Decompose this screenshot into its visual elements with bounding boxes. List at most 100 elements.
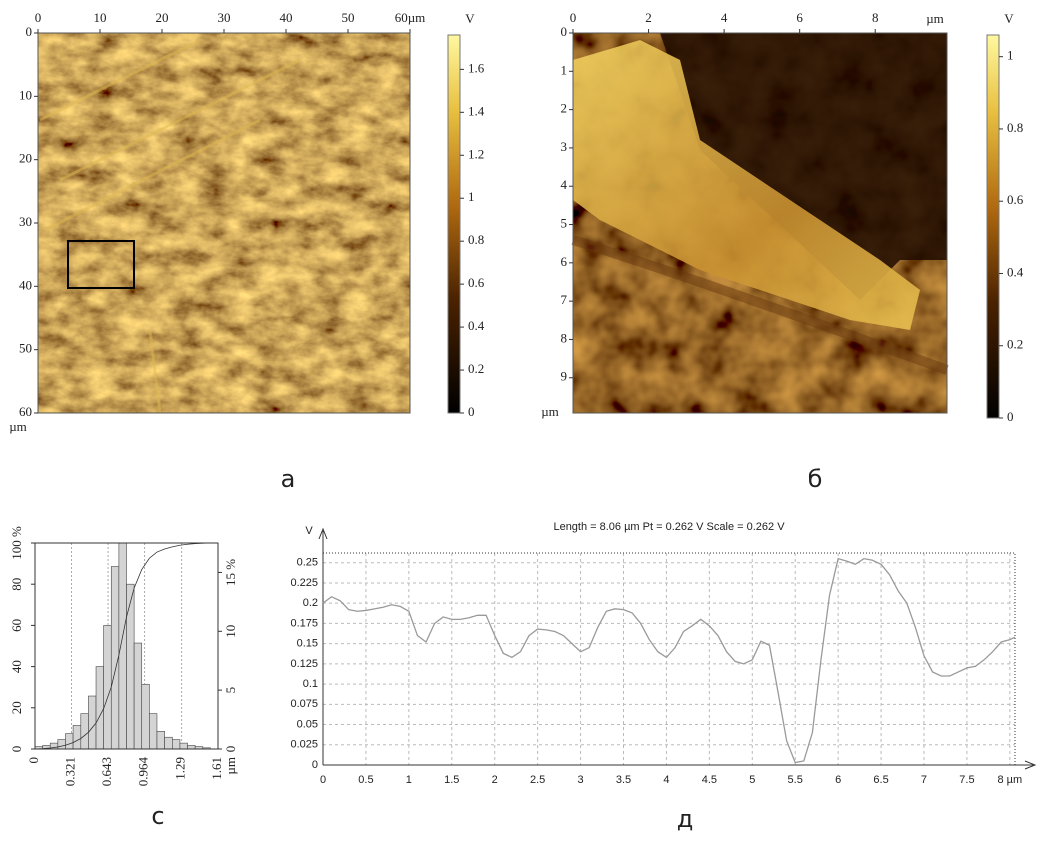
colorbar-tick-label: 0.6 xyxy=(1007,192,1024,207)
colorbar-tick-label: 0.8 xyxy=(468,232,484,247)
colorbar-tick-label: 1.4 xyxy=(468,103,485,118)
histogram-bar xyxy=(81,714,89,749)
histogram-bar xyxy=(172,740,180,749)
histogram-bar xyxy=(119,531,127,749)
y2-tick-label: 10 xyxy=(223,625,238,638)
y-tick-label: 100 % xyxy=(9,526,24,560)
y-tick-label: 10 xyxy=(19,87,32,102)
afm-image-a xyxy=(38,33,410,413)
x-tick-label: 20 xyxy=(156,10,169,25)
histogram-bar xyxy=(96,667,104,749)
x-tick-label: 0 xyxy=(35,10,42,25)
x-tick-label: 4.5 xyxy=(702,774,717,786)
x-tick-label: 40 xyxy=(280,10,293,25)
y-tick-label: 0.025 xyxy=(290,739,318,751)
colorbar-tick-label: 0.4 xyxy=(1007,264,1024,279)
y-tick-label: 0 xyxy=(9,746,24,753)
x-tick-label: 60µm xyxy=(395,10,426,25)
x-tick-label: 3 xyxy=(578,774,584,786)
y-tick-label: 0.2 xyxy=(303,597,318,609)
x-tick-label: 5.5 xyxy=(788,774,803,786)
x-unit: µm xyxy=(223,757,238,775)
colorbar-tick-label: 0.4 xyxy=(468,318,485,333)
y-tick-label: 0.125 xyxy=(290,658,318,670)
x-tick-label: 4 xyxy=(663,774,669,786)
x-tick-label: 4 xyxy=(721,10,728,25)
y-tick-label: 2 xyxy=(561,101,568,116)
y-tick-label: 5 xyxy=(561,216,568,231)
plot-frame xyxy=(323,553,1015,765)
histogram-bar xyxy=(73,725,81,749)
histogram-bar xyxy=(127,584,135,749)
x-tick-label: 1.61 xyxy=(209,757,224,780)
histogram-bar xyxy=(157,731,165,749)
histogram-bar xyxy=(188,745,196,749)
colorbar-tick-label: 0.2 xyxy=(468,361,484,376)
y2-tick-label: 0 xyxy=(223,746,238,753)
y-tick-label: 30 xyxy=(19,214,32,229)
panel-caption: а xyxy=(281,465,296,493)
colorbar-tick-label: 1 xyxy=(468,189,475,204)
histogram-bar xyxy=(149,714,157,749)
x-tick-label: 6 xyxy=(796,10,803,25)
colorbar-tick-label: 0 xyxy=(1007,409,1014,424)
x-tick-label: 7.5 xyxy=(959,774,974,786)
colorbar-label: V xyxy=(465,11,475,26)
x-tick-label: 0 xyxy=(320,774,326,786)
colorbar-tick-label: 0.2 xyxy=(1007,337,1023,352)
x-tick-label: 2 xyxy=(492,774,498,786)
histogram-bar xyxy=(142,684,150,749)
histogram-bar xyxy=(180,743,188,749)
y-tick-label: 0.175 xyxy=(290,617,318,629)
histogram-bar xyxy=(58,740,66,749)
y-tick-label: 0.075 xyxy=(290,698,318,710)
y-tick-label: 3 xyxy=(561,139,568,154)
histogram-bar xyxy=(111,567,119,749)
x-tick-label: 10 xyxy=(94,10,107,25)
x-tick-label: 0 xyxy=(570,10,577,25)
x-tick-label: 50 xyxy=(342,10,355,25)
x-tick-label: 30 xyxy=(218,10,231,25)
chart-title: Length = 8.06 µm Pt = 0.262 V Scale = 0.… xyxy=(553,521,785,533)
y-tick-label: 0 xyxy=(26,24,33,39)
colorbar-tick-label: 1 xyxy=(1007,48,1014,63)
x-tick-label: 1.5 xyxy=(444,774,459,786)
histogram-bar xyxy=(88,696,96,749)
y-tick-label: 0 xyxy=(312,759,318,771)
x-tick-label: 7 xyxy=(921,774,927,786)
y-tick-label: 40 xyxy=(9,660,24,673)
y-tick-label: 9 xyxy=(561,369,568,384)
y-unit: µm xyxy=(9,419,27,434)
afm-image-b xyxy=(573,33,947,413)
figure: 0102030405060µm0102030405060µmV00.20.40.… xyxy=(0,0,1037,853)
x-tick-label: 1 xyxy=(406,774,412,786)
histogram-bar xyxy=(134,643,142,749)
panel-caption: c xyxy=(151,802,164,830)
y-tick-label: 0.225 xyxy=(290,577,318,589)
y-tick-label: 0.15 xyxy=(297,638,318,650)
x-tick-label: 3.5 xyxy=(616,774,631,786)
y-tick-label: 8 xyxy=(561,330,568,345)
x-tick-label: 2.5 xyxy=(530,774,545,786)
y-label: V xyxy=(305,525,313,537)
y-tick-label: 20 xyxy=(9,701,24,714)
x-tick-label: 0 xyxy=(26,757,41,764)
histogram-bar xyxy=(104,625,112,749)
colorbar-tick-label: 0.8 xyxy=(1007,120,1023,135)
x-unit: µm xyxy=(926,11,944,26)
y-tick-label: 0.1 xyxy=(303,678,318,690)
y-tick-label: 6 xyxy=(561,254,568,269)
x-tick-label: 6 xyxy=(835,774,841,786)
y-tick-label: 60 xyxy=(9,619,24,632)
x-tick-label: 0.321 xyxy=(62,757,77,786)
panel-caption: б xyxy=(808,465,823,493)
x-tick-label: 0.964 xyxy=(136,757,151,787)
x-tick-label: 8 µm xyxy=(998,774,1023,786)
colorbar xyxy=(448,35,460,413)
histogram-bar xyxy=(165,737,173,749)
colorbar-label: V xyxy=(1004,11,1014,26)
y-tick-label: 0 xyxy=(561,24,568,39)
x-tick-label: 6.5 xyxy=(873,774,888,786)
y-tick-label: 50 xyxy=(19,341,32,356)
y2-tick-label: 5 xyxy=(223,687,238,694)
